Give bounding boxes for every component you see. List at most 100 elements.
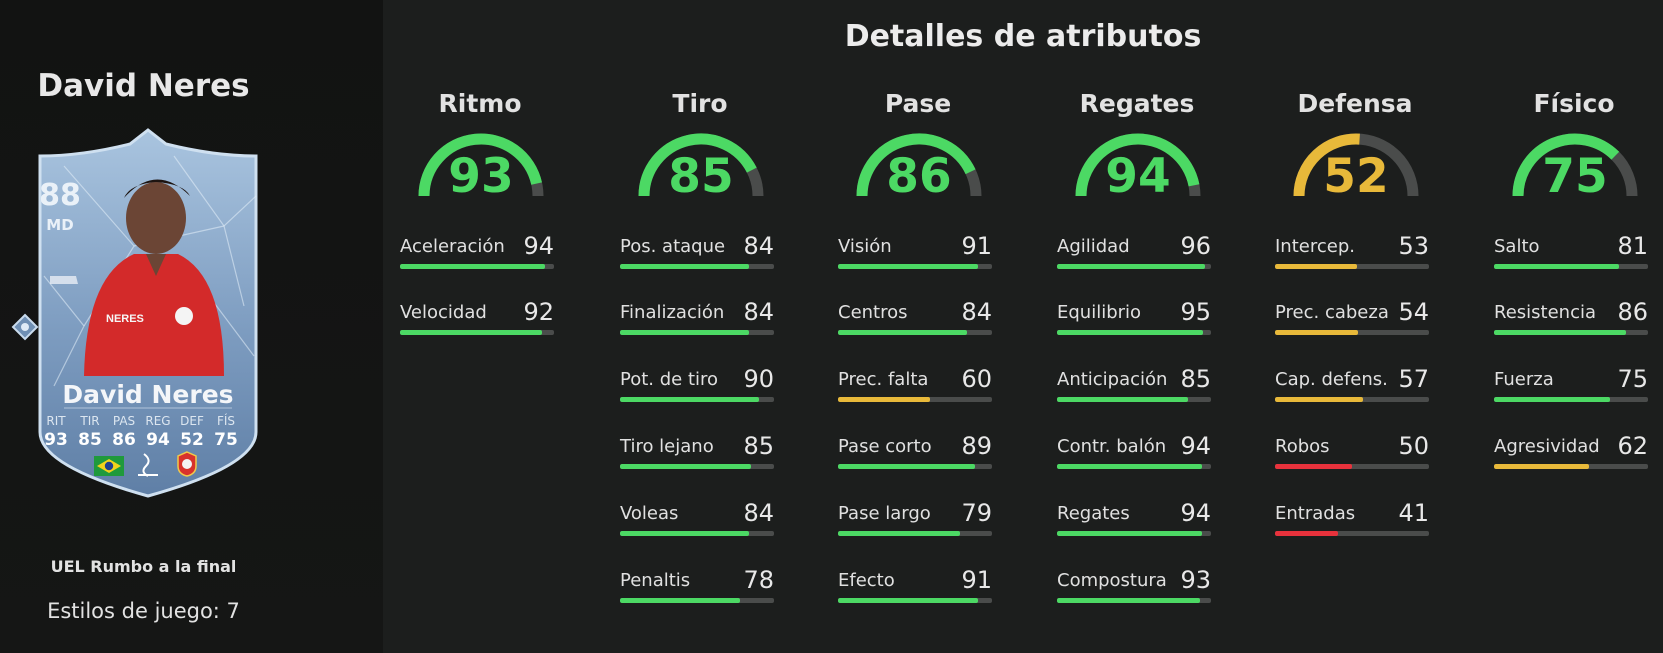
attribute-name: Resistencia bbox=[1494, 302, 1596, 323]
category-gauge bbox=[1075, 133, 1201, 197]
attribute-name: Pase largo bbox=[838, 503, 931, 524]
attribute-bar-fill bbox=[1494, 464, 1590, 469]
attribute-value: 84 bbox=[961, 298, 992, 326]
player-name-heading: David Neres bbox=[37, 68, 250, 104]
attribute-value: 96 bbox=[1180, 232, 1211, 260]
attribute-bar bbox=[400, 330, 554, 335]
attribute-bar bbox=[838, 330, 992, 335]
attribute-row: Tiro lejano 85 bbox=[620, 432, 780, 476]
player-card[interactable]: NERES 88 MD David Neres RIT 93 TIR 85 PA… bbox=[24, 126, 272, 498]
card-stat-value: 93 bbox=[44, 430, 68, 450]
attribute-bar bbox=[1057, 264, 1211, 269]
player-panel: David Neres bbox=[0, 0, 383, 653]
playstyles-label[interactable]: Estilos de juego: 7 bbox=[47, 599, 240, 623]
attribute-name: Voleas bbox=[620, 503, 679, 524]
card-stat-label: REG bbox=[145, 414, 171, 428]
attribute-bar bbox=[1057, 330, 1211, 335]
category-title: Regates bbox=[1079, 89, 1195, 118]
attribute-bar bbox=[620, 598, 774, 603]
card-stat-label: RIT bbox=[46, 414, 66, 428]
attribute-value: 60 bbox=[961, 365, 992, 393]
attribute-bar bbox=[1275, 531, 1429, 536]
attribute-bar bbox=[1057, 397, 1211, 402]
attribute-value: 85 bbox=[1180, 365, 1211, 393]
attribute-row: Agilidad 96 bbox=[1057, 232, 1217, 276]
card-promo-label: UEL Rumbo a la final bbox=[50, 557, 237, 576]
category-value: 94 bbox=[1105, 149, 1171, 204]
attribute-row: Intercep. 53 bbox=[1275, 232, 1435, 276]
category-value: 85 bbox=[668, 149, 734, 204]
attribute-name: Regates bbox=[1057, 503, 1130, 524]
card-stat-label: TIR bbox=[80, 414, 100, 428]
card-stat-value: 52 bbox=[180, 430, 204, 450]
attribute-value: 57 bbox=[1398, 365, 1429, 393]
attribute-name: Robos bbox=[1275, 436, 1330, 457]
category-title: Tiro bbox=[672, 89, 728, 118]
boot-icon bbox=[50, 276, 78, 284]
attribute-name: Contr. balón bbox=[1057, 436, 1167, 457]
attribute-bar bbox=[838, 397, 992, 402]
attribute-name: Anticipación bbox=[1057, 369, 1168, 390]
attribute-bar-fill bbox=[838, 397, 931, 402]
attribute-bar-fill bbox=[1057, 531, 1202, 536]
category-gauge bbox=[1293, 133, 1419, 197]
attribute-bar-fill bbox=[1057, 464, 1202, 469]
card-stat-value: 94 bbox=[146, 430, 170, 450]
attribute-value: 91 bbox=[961, 232, 992, 260]
attribute-bar-fill bbox=[1275, 397, 1363, 402]
category-title: Pase bbox=[884, 89, 952, 118]
rarity-diamond-icon bbox=[11, 313, 39, 341]
attribute-column: Pase 86 Visión 91 Centros 84 Prec. falta 60 Pase… bbox=[838, 0, 998, 653]
attribute-bar bbox=[1057, 598, 1211, 603]
attribute-bar bbox=[838, 531, 992, 536]
attribute-row: Pos. ataque 84 bbox=[620, 232, 780, 276]
attribute-bar-fill bbox=[1494, 330, 1627, 335]
attribute-row: Efecto 91 bbox=[838, 566, 998, 610]
attribute-bar bbox=[400, 264, 554, 269]
attribute-bar-fill bbox=[1057, 598, 1201, 603]
attribute-name: Agresividad bbox=[1494, 436, 1600, 457]
attribute-row: Velocidad 92 bbox=[400, 298, 560, 342]
attribute-row: Pot. de tiro 90 bbox=[620, 365, 780, 409]
attribute-column: Regates 94 Agilidad 96 Equilibrio 95 Anticipac… bbox=[1057, 0, 1217, 653]
attribute-row: Regates 94 bbox=[1057, 499, 1217, 543]
card-stat-value: 86 bbox=[112, 430, 136, 450]
attribute-bar-fill bbox=[620, 598, 741, 603]
attribute-value: 86 bbox=[1617, 298, 1648, 326]
attribute-value: 94 bbox=[1180, 432, 1211, 460]
attribute-column: Defensa 52 Intercep. 53 Prec. cabeza 54 Cap. d… bbox=[1275, 0, 1435, 653]
attribute-value: 84 bbox=[743, 298, 774, 326]
attribute-bar bbox=[620, 397, 774, 402]
attribute-bar-fill bbox=[1275, 531, 1339, 536]
category-title: Ritmo bbox=[438, 89, 522, 118]
attribute-row: Equilibrio 95 bbox=[1057, 298, 1217, 342]
attribute-name: Pot. de tiro bbox=[620, 369, 719, 390]
gauge-fill bbox=[418, 133, 542, 197]
category-gauge bbox=[418, 133, 544, 197]
attribute-row: Finalización 84 bbox=[620, 298, 780, 342]
category-value: 52 bbox=[1323, 149, 1389, 204]
attribute-bar-fill bbox=[838, 264, 979, 269]
card-stat-label: FÍS bbox=[216, 414, 236, 428]
attribute-name: Intercep. bbox=[1275, 236, 1355, 257]
attribute-bar-fill bbox=[838, 531, 960, 536]
attribute-value: 90 bbox=[743, 365, 774, 393]
attribute-value: 84 bbox=[743, 499, 774, 527]
gauge-fill bbox=[1075, 133, 1200, 197]
card-position: MD bbox=[46, 216, 74, 234]
attribute-value: 89 bbox=[961, 432, 992, 460]
attribute-name: Fuerza bbox=[1494, 369, 1554, 390]
attribute-row: Cap. defens. 57 bbox=[1275, 365, 1435, 409]
attribute-bar bbox=[1494, 330, 1648, 335]
attribute-column: Tiro 85 Pos. ataque 84 Finalización 84 Pot. de… bbox=[620, 0, 780, 653]
attribute-name: Equilibrio bbox=[1057, 302, 1142, 323]
attribute-bar-fill bbox=[1275, 330, 1359, 335]
attribute-name: Salto bbox=[1494, 236, 1540, 257]
attribute-row: Compostura 93 bbox=[1057, 566, 1217, 610]
attribute-value: 84 bbox=[743, 232, 774, 260]
card-stat-label: PAS bbox=[112, 414, 136, 428]
attribute-name: Prec. falta bbox=[838, 369, 929, 390]
attribute-bar bbox=[620, 330, 774, 335]
attribute-bar bbox=[1275, 330, 1429, 335]
attribute-row: Visión 91 bbox=[838, 232, 998, 276]
